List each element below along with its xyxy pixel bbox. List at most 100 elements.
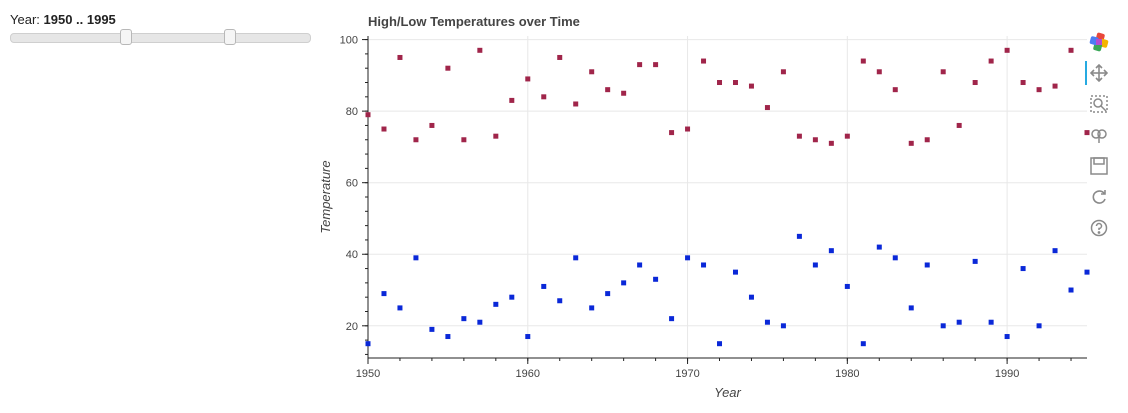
high-temp-point: [445, 65, 451, 71]
slider-range: [126, 34, 230, 42]
low-temp-point: [892, 255, 898, 261]
low-temp-point: [956, 319, 962, 325]
low-temp-point: [381, 291, 387, 297]
low-temp-point: [828, 248, 834, 254]
low-temp-point: [940, 323, 946, 329]
y-tick-label: 40: [346, 249, 358, 261]
low-temp-point: [525, 334, 531, 340]
high-temp-point: [381, 126, 387, 132]
high-temp-point: [397, 54, 403, 60]
low-temp-point: [732, 269, 738, 275]
high-temp-point: [557, 54, 563, 60]
high-temp-point: [940, 69, 946, 75]
low-temp-point: [1052, 248, 1058, 254]
low-temp-point: [685, 255, 691, 261]
low-temp-point: [988, 319, 994, 325]
high-temp-point: [493, 133, 499, 139]
slider-label: Year:: [10, 12, 44, 27]
high-temp-point: [956, 122, 962, 128]
low-temp-point: [924, 262, 930, 268]
help-icon[interactable]: [1087, 216, 1111, 240]
low-temp-point: [445, 334, 451, 340]
low-temp-point: [365, 341, 371, 347]
plot-toolbar: [1085, 30, 1113, 247]
y-tick-label: 80: [346, 106, 358, 118]
high-temp-point: [653, 62, 659, 68]
low-temp-point: [621, 280, 627, 286]
chart-title: High/Low Temperatures over Time: [368, 14, 580, 29]
box-zoom-icon[interactable]: [1087, 92, 1111, 116]
high-temp-point: [876, 69, 882, 75]
low-temp-point: [669, 316, 675, 322]
high-temp-point: [1036, 87, 1042, 93]
high-temp-point: [701, 58, 707, 64]
low-temp-point: [589, 305, 595, 311]
high-temp-point: [1068, 47, 1074, 53]
high-temp-point: [573, 101, 579, 107]
high-temp-point: [796, 133, 802, 139]
high-temp-point: [461, 137, 467, 143]
high-temp-point: [365, 112, 371, 118]
low-temp-point: [717, 341, 723, 347]
high-temp-point: [1052, 83, 1058, 89]
low-temp-point: [1036, 323, 1042, 329]
high-temp-point: [477, 47, 483, 53]
wheel-zoom-icon[interactable]: [1087, 123, 1111, 147]
low-temp-point: [397, 305, 403, 311]
y-tick-label: 100: [340, 35, 358, 47]
high-temp-point: [605, 87, 611, 93]
chart-canvas[interactable]: 1950 1960 1970 1980 1990 20 40 60 80 100 Year Tempe…: [310, 8, 1090, 408]
x-tick-label: 1950: [356, 368, 380, 380]
year-range-slider: Year: 1950 .. 1995: [10, 12, 311, 45]
y-tick-label: 20: [346, 321, 358, 333]
x-tick-label: 1990: [995, 368, 1019, 380]
high-temp-point: [509, 97, 515, 103]
high-temp-point: [988, 58, 994, 64]
low-temp-point: [413, 255, 419, 261]
reset-icon[interactable]: [1087, 185, 1111, 209]
low-temp-point: [429, 326, 435, 332]
high-temp-point: [780, 69, 786, 75]
high-temp-point: [621, 90, 627, 96]
high-temp-point: [685, 126, 691, 132]
high-temp-point: [764, 105, 770, 111]
y-tick-label: 60: [346, 178, 358, 190]
high-temp-point: [413, 137, 419, 143]
slider-value: 1950 .. 1995: [43, 12, 116, 27]
pan-icon[interactable]: [1085, 61, 1111, 85]
low-temp-point: [764, 319, 770, 325]
low-temp-point: [748, 294, 754, 300]
high-temp-point: [717, 80, 723, 86]
high-temp-point: [525, 76, 531, 82]
high-temp-point: [972, 80, 978, 86]
slider-end-handle[interactable]: [223, 29, 236, 45]
low-temp-point: [780, 323, 786, 329]
temperature-plot[interactable]: High/Low Temperatures over Time 1950 1960…: [310, 8, 1090, 408]
x-tick-label: 1960: [516, 368, 540, 380]
save-icon[interactable]: [1087, 154, 1111, 178]
y-axis-label: Temperature: [318, 160, 333, 233]
high-temp-point: [1020, 80, 1026, 86]
high-temp-point: [1084, 130, 1090, 136]
low-temp-point: [637, 262, 643, 268]
low-temp-point: [701, 262, 707, 268]
high-temp-point: [860, 58, 866, 64]
low-temp-point: [541, 283, 547, 289]
high-temp-point: [748, 83, 754, 89]
x-axis-label: Year: [714, 385, 741, 400]
bokeh-logo-icon[interactable]: [1087, 30, 1111, 54]
high-temp-point: [669, 130, 675, 136]
slider-start-handle[interactable]: [120, 29, 132, 45]
slider-track[interactable]: [10, 29, 311, 45]
high-temp-point: [732, 80, 738, 86]
low-temp-point: [812, 262, 818, 268]
low-temp-point: [509, 294, 515, 300]
low-temp-point: [972, 258, 978, 264]
high-temp-point: [812, 137, 818, 143]
low-temp-point: [876, 244, 882, 250]
low-temp-point: [908, 305, 914, 311]
low-temp-point: [1020, 266, 1026, 272]
high-temp-point: [1004, 47, 1010, 53]
low-temp-point: [461, 316, 467, 322]
slider-title: Year: 1950 .. 1995: [10, 12, 310, 27]
